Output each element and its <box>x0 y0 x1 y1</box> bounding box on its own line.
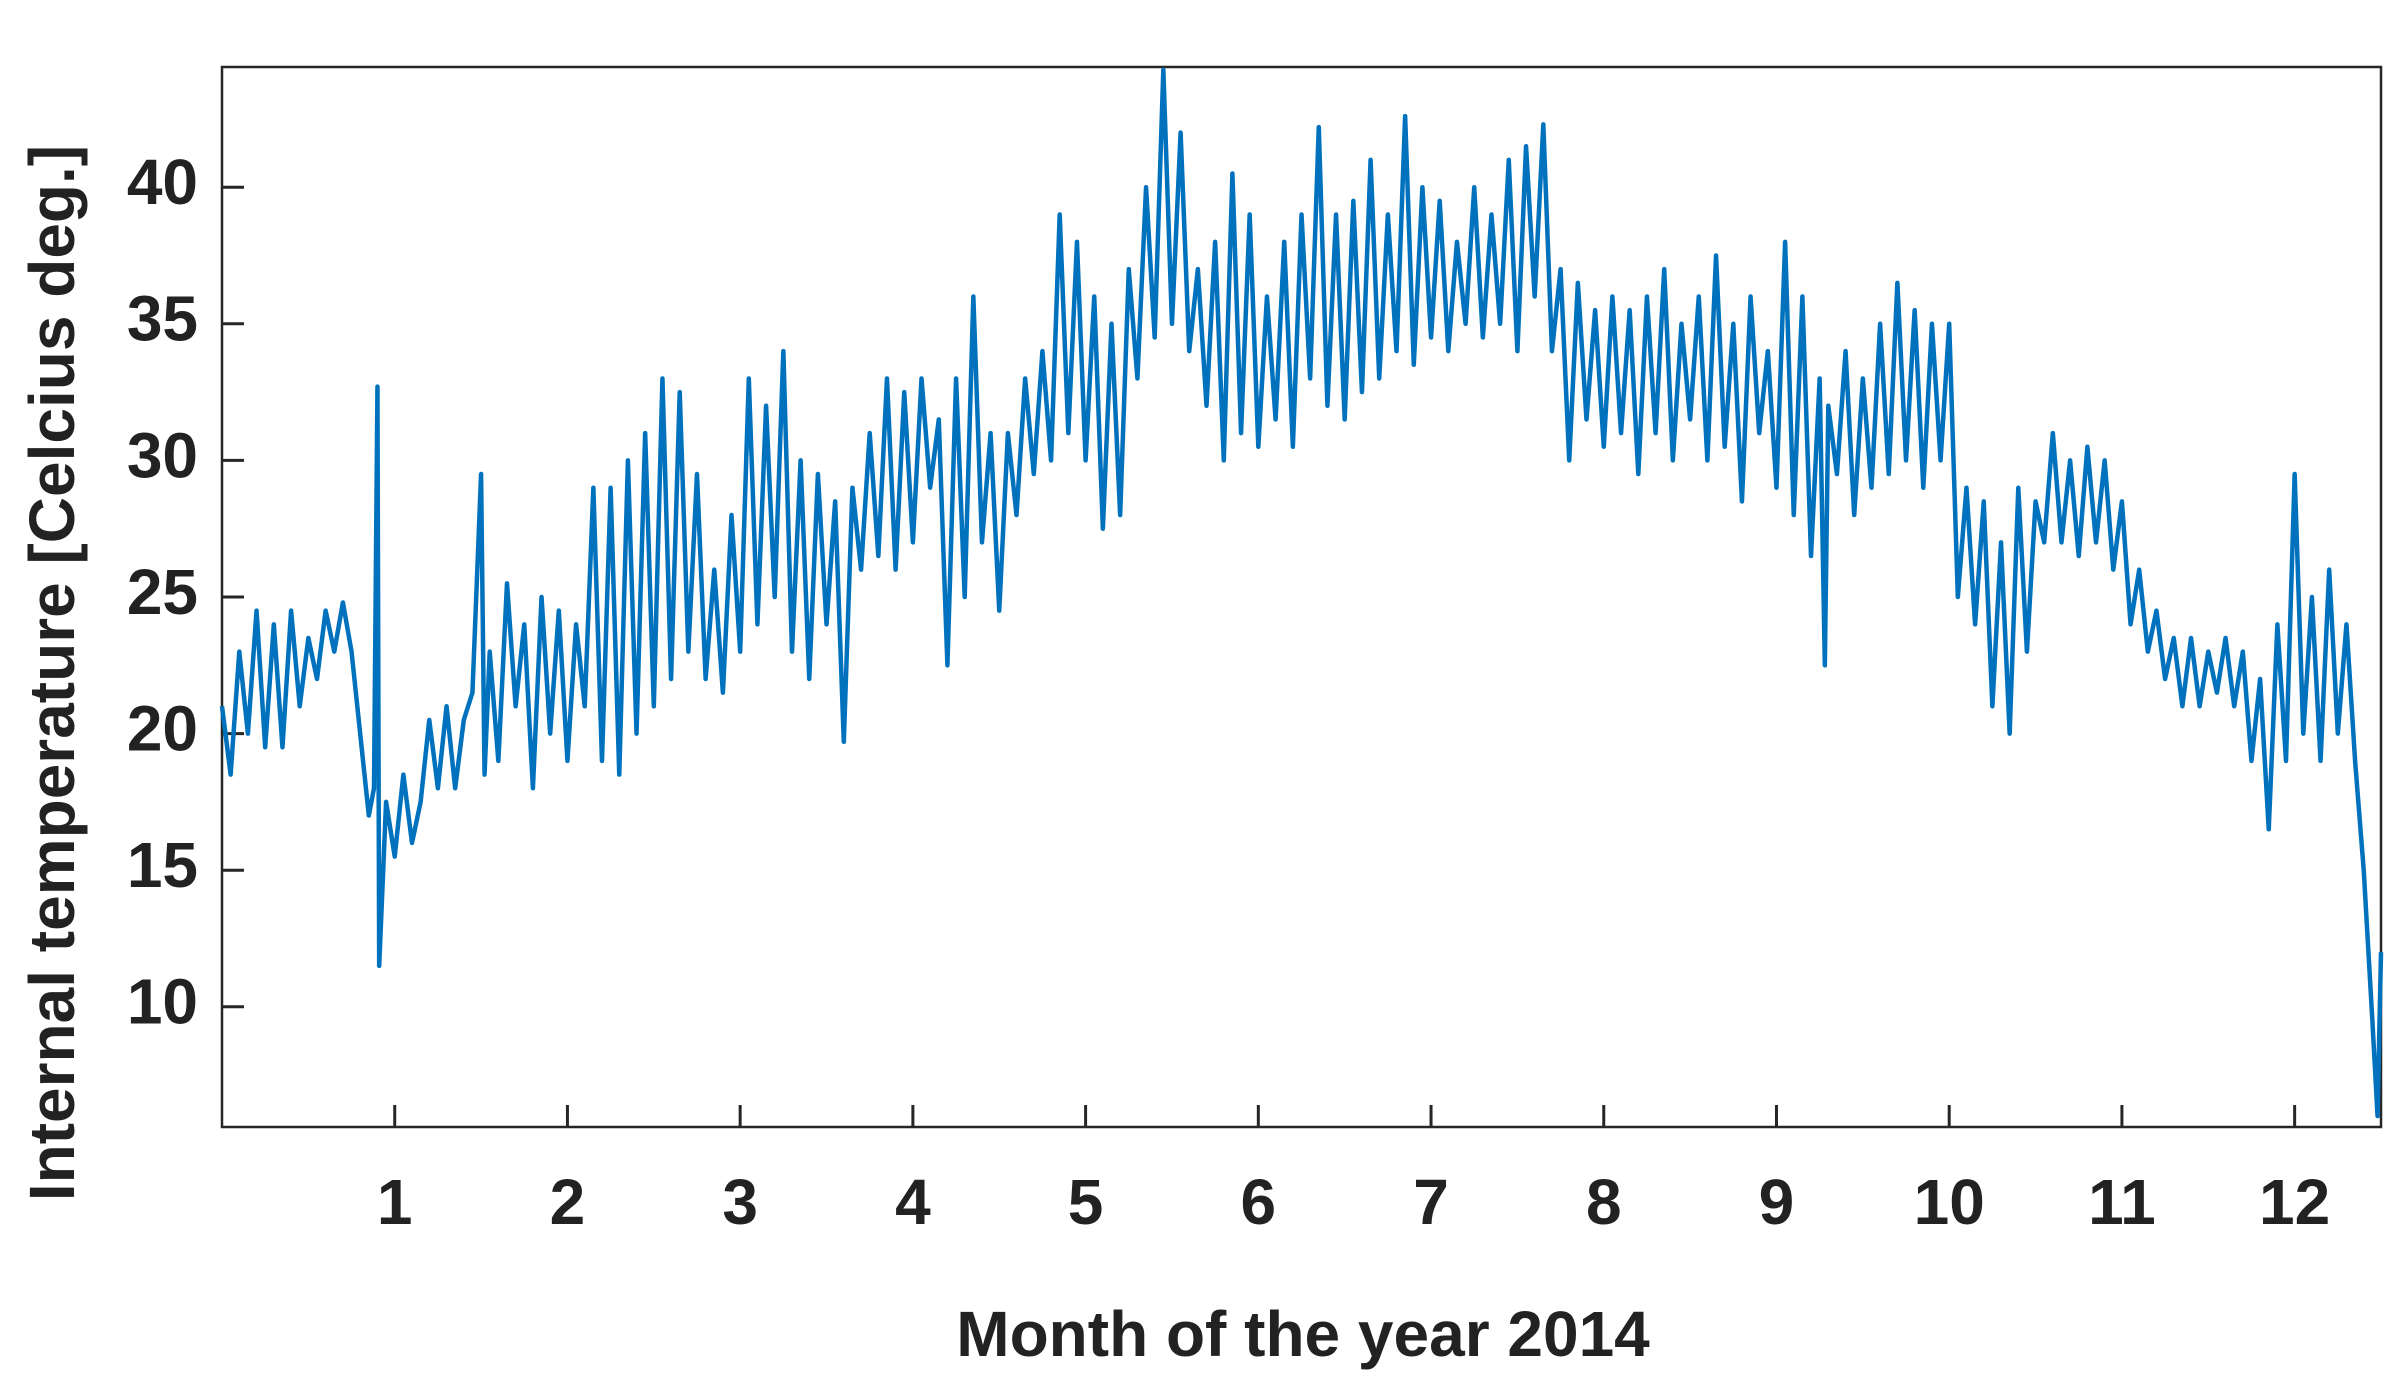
y-tick-label: 15 <box>127 829 198 901</box>
x-tick-label: 7 <box>1413 1166 1449 1238</box>
x-tick-label: 1 <box>377 1166 413 1238</box>
x-tick-label: 5 <box>1068 1166 1104 1238</box>
x-tick-label: 10 <box>1914 1166 1985 1238</box>
temperature-line <box>219 67 2384 1119</box>
x-tick-label: 2 <box>550 1166 586 1238</box>
y-tick-label: 10 <box>127 966 198 1038</box>
x-tick-label: 4 <box>895 1166 931 1238</box>
y-axis-label: Internal temperature [Celcius deg.] <box>16 145 88 1201</box>
x-tick-label: 3 <box>722 1166 758 1238</box>
y-tick-label: 20 <box>127 693 198 765</box>
y-tick-label: 25 <box>127 556 198 628</box>
y-tick-label: 40 <box>127 146 198 218</box>
x-tick-label: 6 <box>1241 1166 1277 1238</box>
x-tick-label: 12 <box>2259 1166 2330 1238</box>
y-tick-label: 35 <box>127 283 198 355</box>
x-axis-label: Month of the year 2014 <box>956 1298 1650 1370</box>
y-tick-label: 30 <box>127 419 198 491</box>
x-tick-label: 9 <box>1759 1166 1795 1238</box>
x-tick-label: 8 <box>1586 1166 1622 1238</box>
x-tick-label: 11 <box>2088 1166 2156 1238</box>
